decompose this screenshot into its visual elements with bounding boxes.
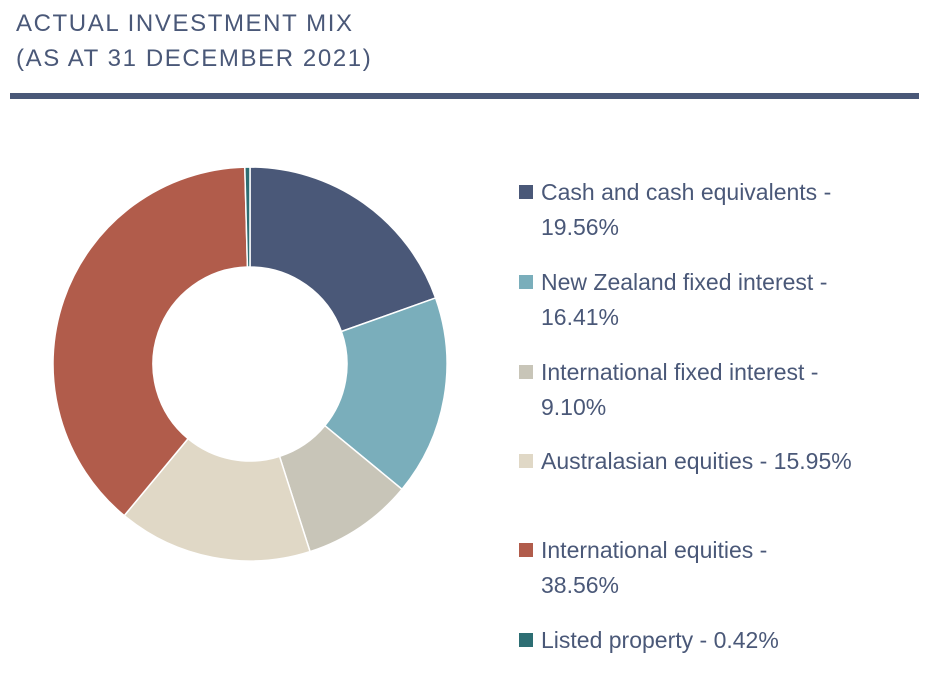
legend-swatch-australasian-equities <box>519 454 533 468</box>
legend-item-intl-fixed-interest: International fixed interest - 9.10% <box>519 355 929 425</box>
legend-label-australasian-equities: Australasian equities - 15.95% <box>541 448 852 474</box>
legend-swatch-intl-fixed-interest <box>519 365 533 379</box>
donut-slice-nz-fixed-interest <box>323 297 448 491</box>
legend-pct-cash: 19.56% <box>541 214 620 240</box>
legend-label-nz-fixed-interest: New Zealand fixed interest - <box>541 269 828 295</box>
legend-pct-intl-fixed-interest: 9.10% <box>541 394 607 420</box>
legend-item-cash: Cash and cash equivalents - 19.56% <box>519 175 929 245</box>
chart-title-line-1: ACTUAL INVESTMENT MIX <box>16 10 354 37</box>
chart-title-line-2: (AS AT 31 DECEMBER 2021) <box>16 45 373 72</box>
donut-slice-intl-equities <box>52 166 249 517</box>
legend-label-listed-property: Listed property - 0.42% <box>541 627 779 653</box>
legend-label-intl-equities: International equities - <box>541 537 768 563</box>
legend-label-cash: Cash and cash equivalents - <box>541 179 832 205</box>
donut-slice-cash <box>249 166 437 333</box>
chart-title: ACTUAL INVESTMENT MIX (AS AT 31 DECEMBER… <box>16 6 372 76</box>
legend-pct-nz-fixed-interest: 16.41% <box>541 304 620 330</box>
legend-swatch-intl-equities <box>519 543 533 557</box>
legend-label-intl-fixed-interest: International fixed interest - <box>541 359 819 385</box>
legend-pct-intl-equities: 38.56% <box>541 572 620 598</box>
legend-swatch-nz-fixed-interest <box>519 275 533 289</box>
legend-item-intl-equities: International equities - 38.56% <box>519 533 929 603</box>
donut-slice-listed-property <box>244 166 251 268</box>
legend-swatch-cash <box>519 185 533 199</box>
donut-slice-australasian-equities <box>123 437 311 562</box>
title-divider <box>10 93 919 99</box>
legend-item-listed-property: Listed property - 0.42% <box>519 623 929 658</box>
legend-item-australasian-equities: Australasian equities - 15.95% <box>519 444 929 479</box>
legend-item-nz-fixed-interest: New Zealand fixed interest - 16.41% <box>519 265 929 335</box>
legend-swatch-listed-property <box>519 633 533 647</box>
